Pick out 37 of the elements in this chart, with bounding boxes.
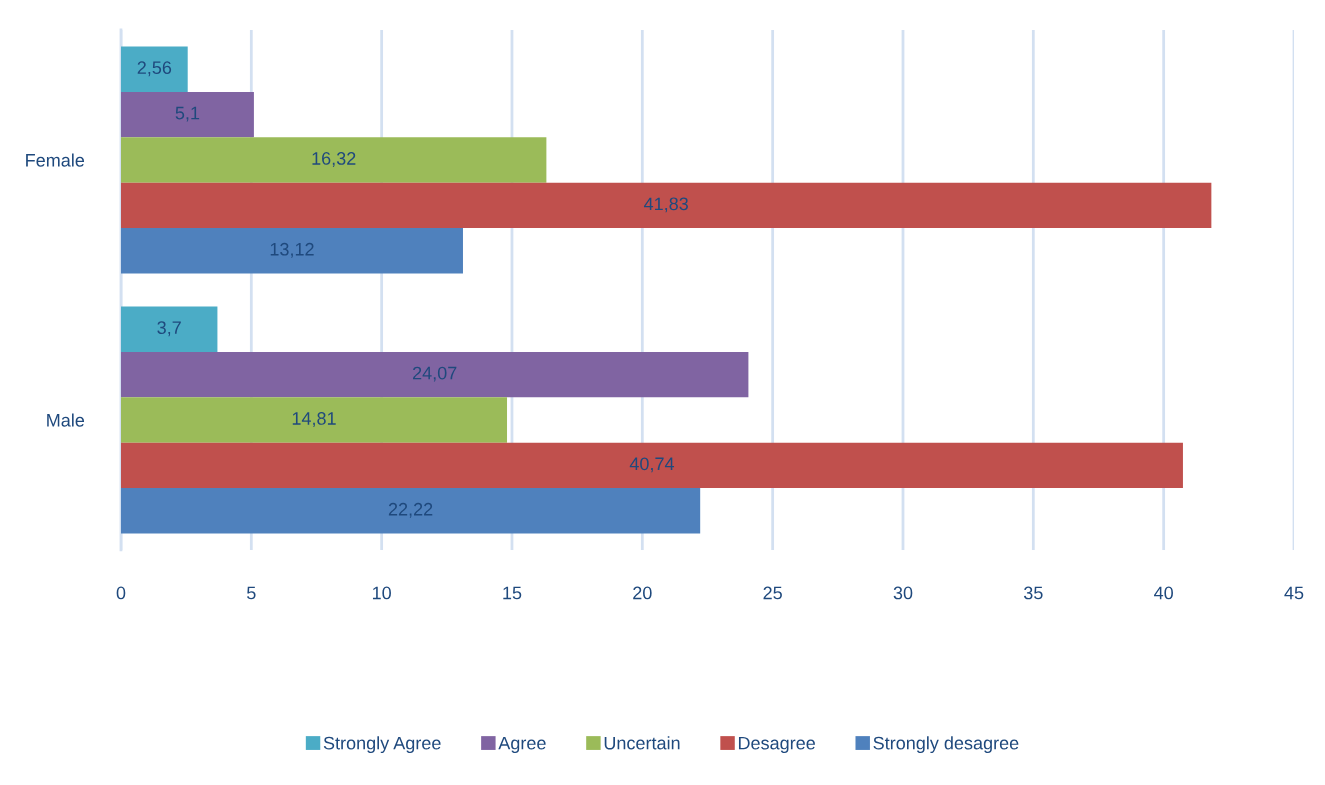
data-label: 40,74 bbox=[629, 457, 675, 473]
x-tick-label: 0 bbox=[116, 586, 126, 600]
legend-label: Agree bbox=[498, 736, 546, 754]
legend-label: Strongly Agree bbox=[323, 736, 441, 754]
data-label: 5,1 bbox=[175, 106, 200, 122]
legend-label: Desagree bbox=[738, 736, 815, 754]
data-label: 16,32 bbox=[312, 152, 356, 167]
x-tick-label: 30 bbox=[893, 586, 913, 600]
data-label: 3,7 bbox=[157, 321, 181, 337]
data-label: 2,56 bbox=[137, 61, 172, 77]
data-label: 13,12 bbox=[270, 242, 314, 258]
x-tick-label: 15 bbox=[503, 586, 522, 600]
bar bbox=[120, 351, 749, 398]
data-label: 41,83 bbox=[643, 197, 688, 213]
x-tick-label: 40 bbox=[1154, 586, 1173, 600]
bar bbox=[120, 137, 547, 183]
bar bbox=[120, 46, 188, 92]
bar bbox=[120, 228, 463, 274]
bar bbox=[120, 306, 218, 352]
data-label: 22,22 bbox=[388, 502, 433, 518]
y-tick-label: Male bbox=[47, 413, 85, 427]
legend-label: Uncertain bbox=[604, 736, 680, 750]
data-label: 24,07 bbox=[413, 366, 457, 382]
legend-label: Strongly desagree bbox=[873, 736, 1019, 754]
bar bbox=[120, 182, 1212, 229]
bar bbox=[120, 488, 701, 534]
x-tick-label: 45 bbox=[1284, 586, 1304, 600]
y-tick-label: Female bbox=[26, 153, 85, 167]
x-tick-label: 5 bbox=[247, 586, 256, 600]
data-label: 14,81 bbox=[292, 412, 336, 427]
bar bbox=[120, 442, 1183, 489]
bar bbox=[120, 397, 508, 443]
x-tick-label: 10 bbox=[372, 586, 391, 600]
x-tick-label: 20 bbox=[633, 586, 652, 600]
x-tick-label: 25 bbox=[763, 586, 782, 600]
x-tick-label: 35 bbox=[1023, 586, 1043, 600]
bar bbox=[120, 91, 254, 138]
